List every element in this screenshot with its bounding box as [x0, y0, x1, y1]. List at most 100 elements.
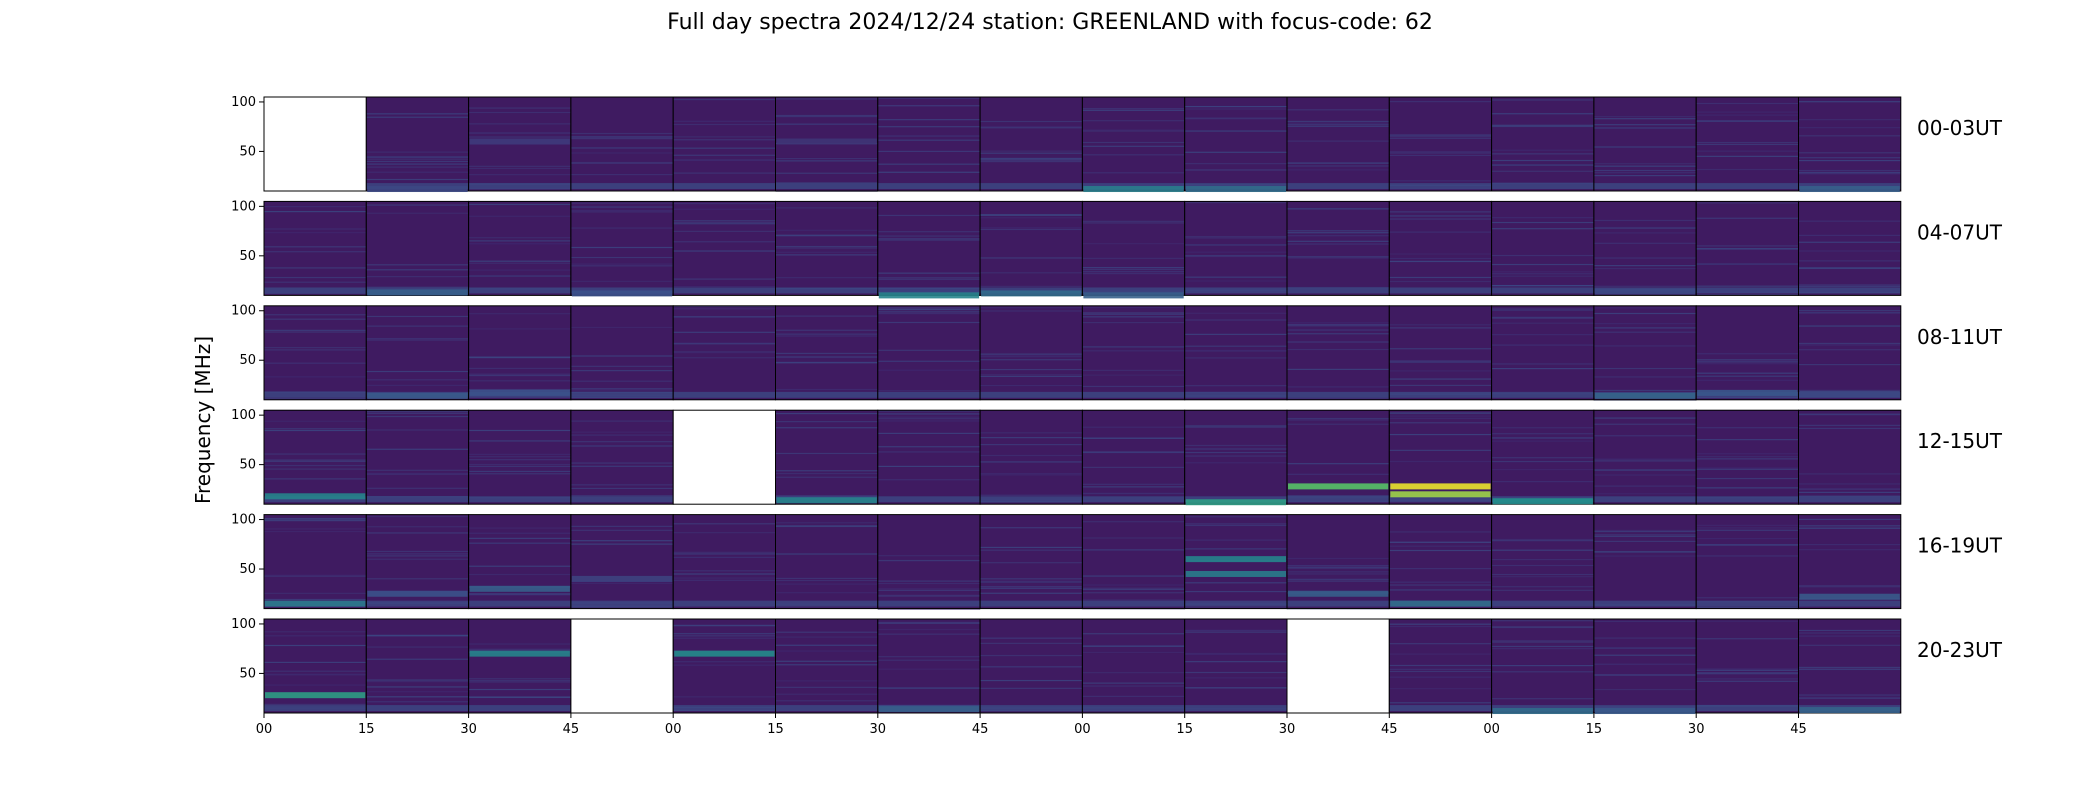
- signal-band: [469, 138, 570, 145]
- texture-stripe: [468, 313, 571, 315]
- texture-stripe: [1082, 645, 1185, 647]
- low-band: [1287, 183, 1390, 190]
- texture-stripe: [980, 127, 1083, 129]
- texture-stripe: [877, 272, 981, 274]
- texture-stripe: [1491, 457, 1594, 459]
- spectra-row: 50 100 00-03UT: [231, 95, 2003, 193]
- low-band: [1389, 183, 1492, 190]
- signal-band: [1288, 590, 1389, 597]
- spectrum-panel: [1798, 618, 1902, 714]
- texture-stripe: [673, 551, 776, 553]
- spectrum-panel: [468, 200, 572, 296]
- texture-stripe: [775, 352, 878, 355]
- texture-stripe: [1184, 108, 1287, 110]
- texture-stripe: [1287, 578, 1390, 580]
- texture-stripe: [1696, 477, 1799, 480]
- spectrum-panel: [877, 96, 981, 192]
- panel-background: [1696, 305, 1799, 400]
- panel-background: [1593, 305, 1697, 400]
- spectrum-panel: [1286, 200, 1390, 296]
- texture-stripe: [1184, 151, 1287, 153]
- panel-background: [673, 619, 776, 713]
- texture-stripe: [264, 635, 367, 637]
- panel-background: [673, 514, 776, 609]
- texture-stripe: [877, 150, 981, 152]
- texture-stripe: [1593, 124, 1697, 126]
- texture-stripe: [673, 223, 776, 225]
- texture-stripe: [1696, 114, 1799, 116]
- spectrum-panel: [365, 409, 470, 505]
- low-band: [877, 183, 981, 190]
- texture-stripe: [468, 243, 571, 245]
- texture-stripe: [1389, 433, 1492, 436]
- spectrum-panel: [468, 514, 572, 610]
- texture-stripe: [1389, 378, 1492, 380]
- spectrum-panel: [1184, 409, 1288, 505]
- texture-stripe: [673, 352, 776, 354]
- signal-band: [1799, 390, 1900, 397]
- spectrum-panel: [1798, 200, 1902, 296]
- signal-band: [469, 650, 570, 657]
- texture-stripe: [1082, 682, 1185, 684]
- texture-stripe: [264, 520, 367, 522]
- texture-stripe: [775, 160, 878, 162]
- texture-stripe: [468, 696, 571, 698]
- texture-stripe: [1798, 427, 1901, 430]
- low-band: [1082, 496, 1185, 503]
- texture-stripe: [1696, 672, 1799, 674]
- texture-stripe: [673, 664, 776, 666]
- texture-stripe: [1184, 444, 1287, 447]
- texture-stripe: [264, 331, 367, 333]
- texture-stripe: [877, 410, 981, 412]
- signal-band: [1697, 389, 1798, 396]
- panel-background: [1696, 514, 1799, 609]
- texture-stripe: [1389, 154, 1492, 156]
- texture-stripe: [1082, 129, 1185, 131]
- texture-stripe: [980, 592, 1083, 594]
- texture-stripe: [980, 473, 1083, 475]
- texture-stripe: [1184, 345, 1287, 347]
- texture-stripe: [980, 353, 1083, 355]
- texture-stripe: [1082, 651, 1185, 654]
- texture-stripe: [468, 649, 571, 652]
- texture-stripe: [1798, 635, 1901, 637]
- texture-stripe: [1389, 702, 1492, 704]
- texture-stripe: [1287, 232, 1390, 234]
- texture-stripe: [366, 415, 469, 418]
- row-label: 12-15UT: [1917, 429, 2003, 453]
- spectrum-panel: [1081, 96, 1186, 192]
- texture-stripe: [775, 315, 878, 317]
- texture-stripe: [264, 644, 367, 647]
- low-band: [570, 391, 674, 398]
- texture-stripe: [877, 126, 981, 128]
- texture-stripe: [1491, 263, 1594, 266]
- texture-stripe: [1389, 231, 1492, 233]
- texture-stripe: [673, 123, 776, 126]
- texture-stripe: [877, 656, 981, 658]
- panel-background: [1082, 305, 1185, 400]
- texture-stripe: [1696, 537, 1799, 540]
- texture-stripe: [1184, 671, 1287, 674]
- texture-stripe: [877, 413, 981, 415]
- panel-background: [264, 201, 367, 296]
- panel-frame: [1798, 305, 1902, 401]
- texture-stripe: [468, 456, 571, 458]
- texture-stripe: [1184, 462, 1287, 464]
- texture-stripe: [1491, 427, 1594, 429]
- texture-stripe: [264, 251, 367, 253]
- texture-stripe: [673, 220, 776, 222]
- texture-stripe: [1696, 150, 1799, 152]
- texture-stripe: [570, 389, 674, 391]
- spectrum-panel: [1286, 96, 1390, 192]
- spectrum-panel: [877, 305, 981, 401]
- row-label: 00-03UT: [1917, 116, 2003, 140]
- low-band: [877, 496, 981, 503]
- texture-stripe: [366, 680, 469, 683]
- texture-stripe: [980, 227, 1083, 229]
- spectrum-panel: [979, 305, 1083, 401]
- spectrum-panel: [1184, 200, 1288, 296]
- texture-stripe: [1184, 169, 1287, 171]
- texture-stripe: [1082, 257, 1185, 259]
- texture-stripe: [1082, 271, 1185, 273]
- signal-band: [571, 290, 673, 297]
